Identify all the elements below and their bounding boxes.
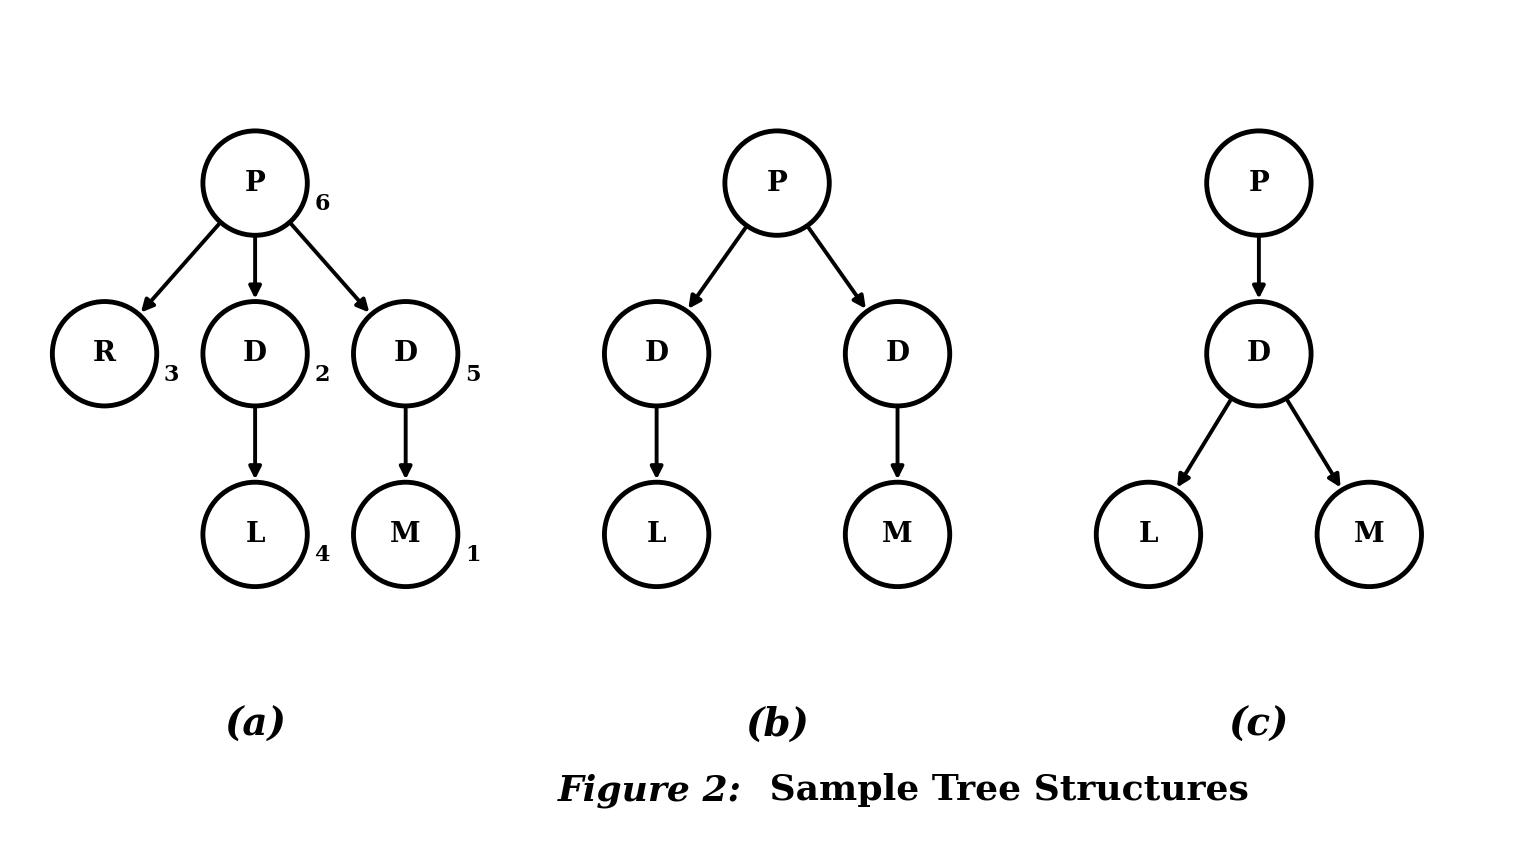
Circle shape xyxy=(604,483,709,587)
Circle shape xyxy=(1207,131,1311,235)
Text: M: M xyxy=(391,521,421,548)
Text: 1: 1 xyxy=(465,544,480,566)
Text: L: L xyxy=(646,521,666,548)
Circle shape xyxy=(203,131,307,235)
Circle shape xyxy=(1317,483,1422,587)
Text: M: M xyxy=(1354,521,1385,548)
Text: D: D xyxy=(244,340,266,367)
Circle shape xyxy=(353,302,457,406)
Text: 4: 4 xyxy=(315,544,330,566)
Text: P: P xyxy=(766,170,787,197)
Text: D: D xyxy=(645,340,669,367)
Text: 6: 6 xyxy=(315,193,330,215)
Text: (b): (b) xyxy=(745,706,808,745)
Circle shape xyxy=(604,302,709,406)
Text: D: D xyxy=(1248,340,1270,367)
Text: 2: 2 xyxy=(315,364,330,386)
Circle shape xyxy=(53,302,157,406)
Circle shape xyxy=(725,131,830,235)
Text: 5: 5 xyxy=(465,364,480,386)
Text: Sample Tree Structures: Sample Tree Structures xyxy=(757,773,1249,807)
Text: R: R xyxy=(92,340,117,367)
Text: P: P xyxy=(1249,170,1269,197)
Text: 3: 3 xyxy=(164,364,179,386)
Circle shape xyxy=(353,483,457,587)
Text: D: D xyxy=(886,340,910,367)
Circle shape xyxy=(845,302,949,406)
Text: M: M xyxy=(883,521,913,548)
Text: D: D xyxy=(394,340,418,367)
Circle shape xyxy=(1207,302,1311,406)
Circle shape xyxy=(845,483,949,587)
Circle shape xyxy=(1096,483,1201,587)
Text: L: L xyxy=(245,521,265,548)
Text: (c): (c) xyxy=(1229,706,1288,745)
Text: L: L xyxy=(1139,521,1158,548)
Circle shape xyxy=(203,483,307,587)
Text: P: P xyxy=(245,170,265,197)
Text: (a): (a) xyxy=(224,706,286,745)
Text: Figure 2:: Figure 2: xyxy=(559,773,742,807)
Circle shape xyxy=(203,302,307,406)
